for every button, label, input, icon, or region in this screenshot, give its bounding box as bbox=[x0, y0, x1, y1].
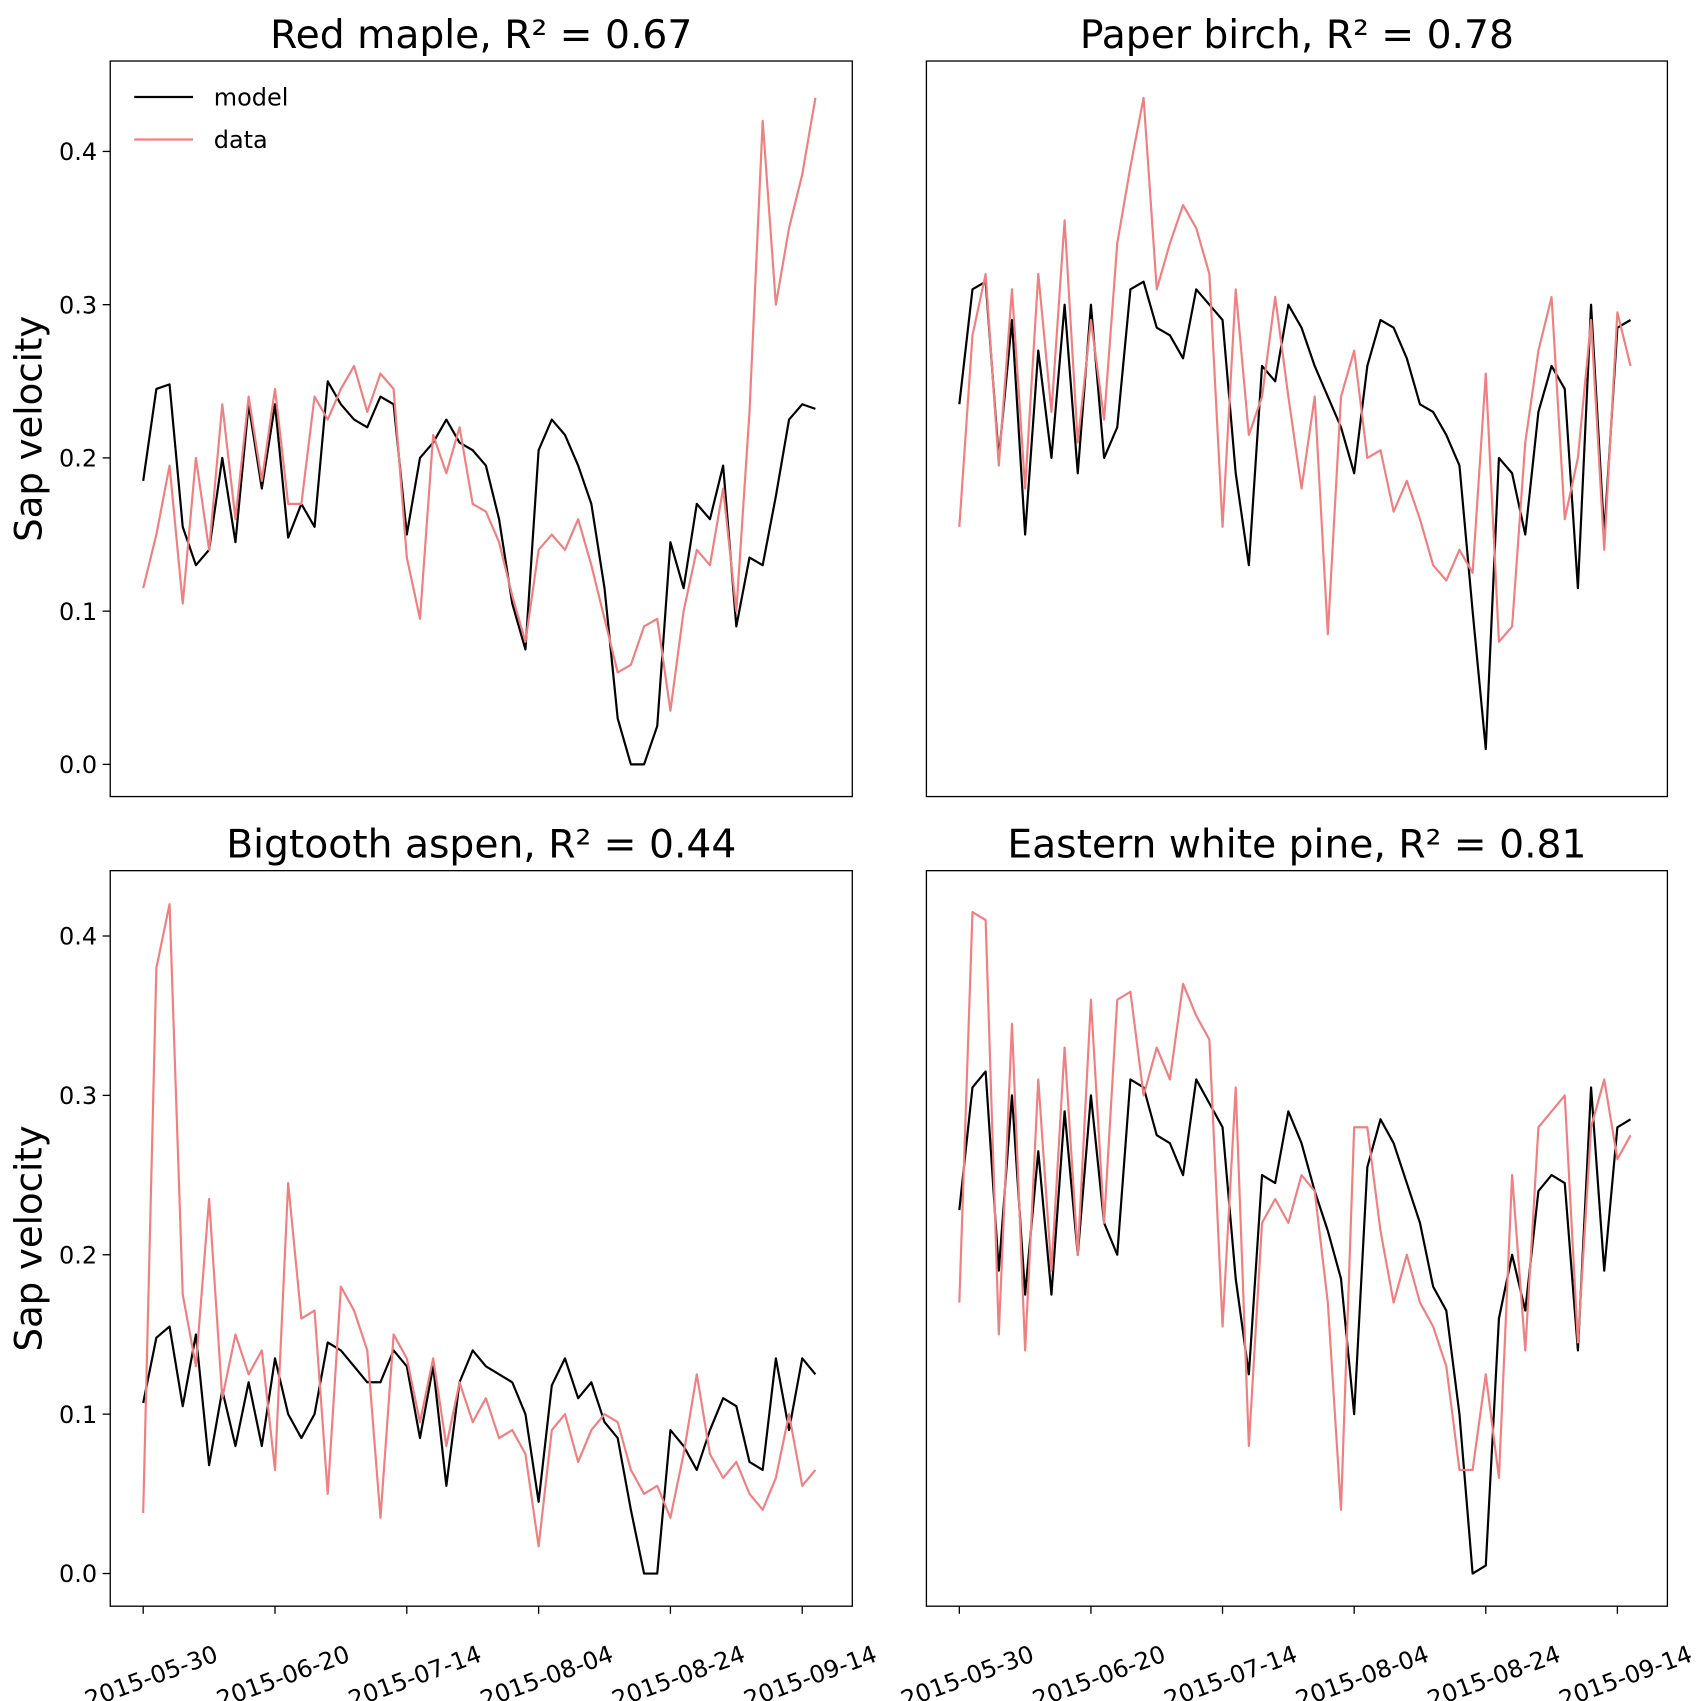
y-tick-label: 0.1 bbox=[59, 598, 97, 626]
plot-frame bbox=[109, 870, 853, 1607]
x-tick-label: 2015-09-14 bbox=[740, 1640, 880, 1701]
plot-frame bbox=[925, 870, 1669, 1607]
y-tick-label: 0.0 bbox=[59, 1560, 97, 1588]
legend-label: data bbox=[214, 126, 268, 154]
y-axis-label: Sap velocity bbox=[8, 1125, 51, 1351]
series-line bbox=[142, 380, 816, 766]
x-tick-label: 2015-06-20 bbox=[1029, 1640, 1169, 1701]
series-line bbox=[958, 1070, 1632, 1575]
chart-title: Paper birch, R² = 0.78 bbox=[1080, 13, 1514, 58]
x-tick-label: 2015-06-20 bbox=[213, 1640, 353, 1701]
plot-frame bbox=[109, 60, 853, 798]
y-axis-label: Sap velocity bbox=[8, 316, 51, 542]
chart-title: Bigtooth aspen, R² = 0.44 bbox=[226, 823, 736, 868]
y-tick-label: 0.3 bbox=[59, 1082, 97, 1110]
series-line bbox=[142, 903, 817, 1548]
x-tick-label: 2015-05-30 bbox=[81, 1640, 221, 1701]
x-tick-label: 2015-09-14 bbox=[1555, 1640, 1695, 1701]
x-tick-label: 2015-05-30 bbox=[897, 1640, 1037, 1701]
y-tick-label: 0.2 bbox=[59, 445, 97, 473]
y-tick-label: 0.0 bbox=[59, 751, 97, 779]
chart-title: Red maple, R² = 0.67 bbox=[270, 13, 692, 58]
x-tick-label: 2015-07-14 bbox=[1160, 1640, 1300, 1701]
series-line bbox=[958, 96, 1632, 643]
chart-title: Eastern white pine, R² = 0.81 bbox=[1007, 823, 1586, 868]
y-tick-label: 0.2 bbox=[59, 1241, 97, 1269]
series-line bbox=[142, 97, 817, 712]
plot-frame bbox=[925, 60, 1669, 798]
series-line bbox=[958, 280, 1632, 751]
x-tick-label: 2015-07-14 bbox=[345, 1640, 485, 1701]
series-line bbox=[958, 911, 1632, 1511]
y-tick-label: 0.3 bbox=[59, 291, 97, 319]
x-tick-label: 2015-08-24 bbox=[608, 1640, 748, 1701]
y-tick-label: 0.1 bbox=[59, 1401, 97, 1429]
y-tick-label: 0.4 bbox=[59, 923, 97, 951]
x-tick-label: 2015-08-04 bbox=[1292, 1640, 1432, 1701]
y-tick-label: 0.4 bbox=[59, 138, 97, 166]
series-line bbox=[142, 1325, 817, 1575]
legend-label: model bbox=[214, 84, 289, 112]
x-tick-label: 2015-08-04 bbox=[476, 1640, 616, 1701]
x-tick-label: 2015-08-24 bbox=[1424, 1640, 1564, 1701]
